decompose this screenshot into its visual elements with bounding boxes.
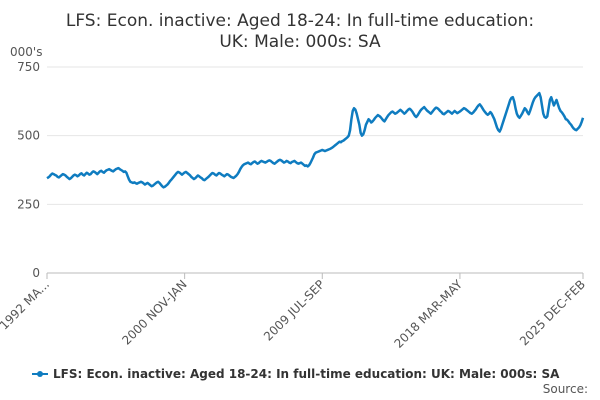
x-tick-label: 1992 MA... [0, 277, 52, 332]
legend-marker [37, 371, 43, 377]
x-tick-label: 2000 NOV-JAN [119, 277, 189, 347]
x-tick-label: 2025 DEC-FEB [517, 277, 588, 348]
x-tick-label: 2009 JUL-SEP [261, 277, 327, 343]
y-tick-label: 0 [32, 266, 40, 280]
y-tick-label: 750 [17, 60, 40, 74]
legend-label: LFS: Econ. inactive: Aged 18-24: In full… [53, 367, 560, 381]
y-axis-label: 000's [10, 45, 42, 59]
chart-title: LFS: Econ. inactive: Aged 18-24: In full… [66, 11, 534, 52]
y-tick-label: 500 [17, 129, 40, 143]
x-tick-label: 2018 MAR-MAY [391, 277, 465, 351]
source-label: Source: [543, 382, 588, 396]
y-tick-label: 250 [17, 197, 40, 211]
line-series [46, 91, 585, 189]
